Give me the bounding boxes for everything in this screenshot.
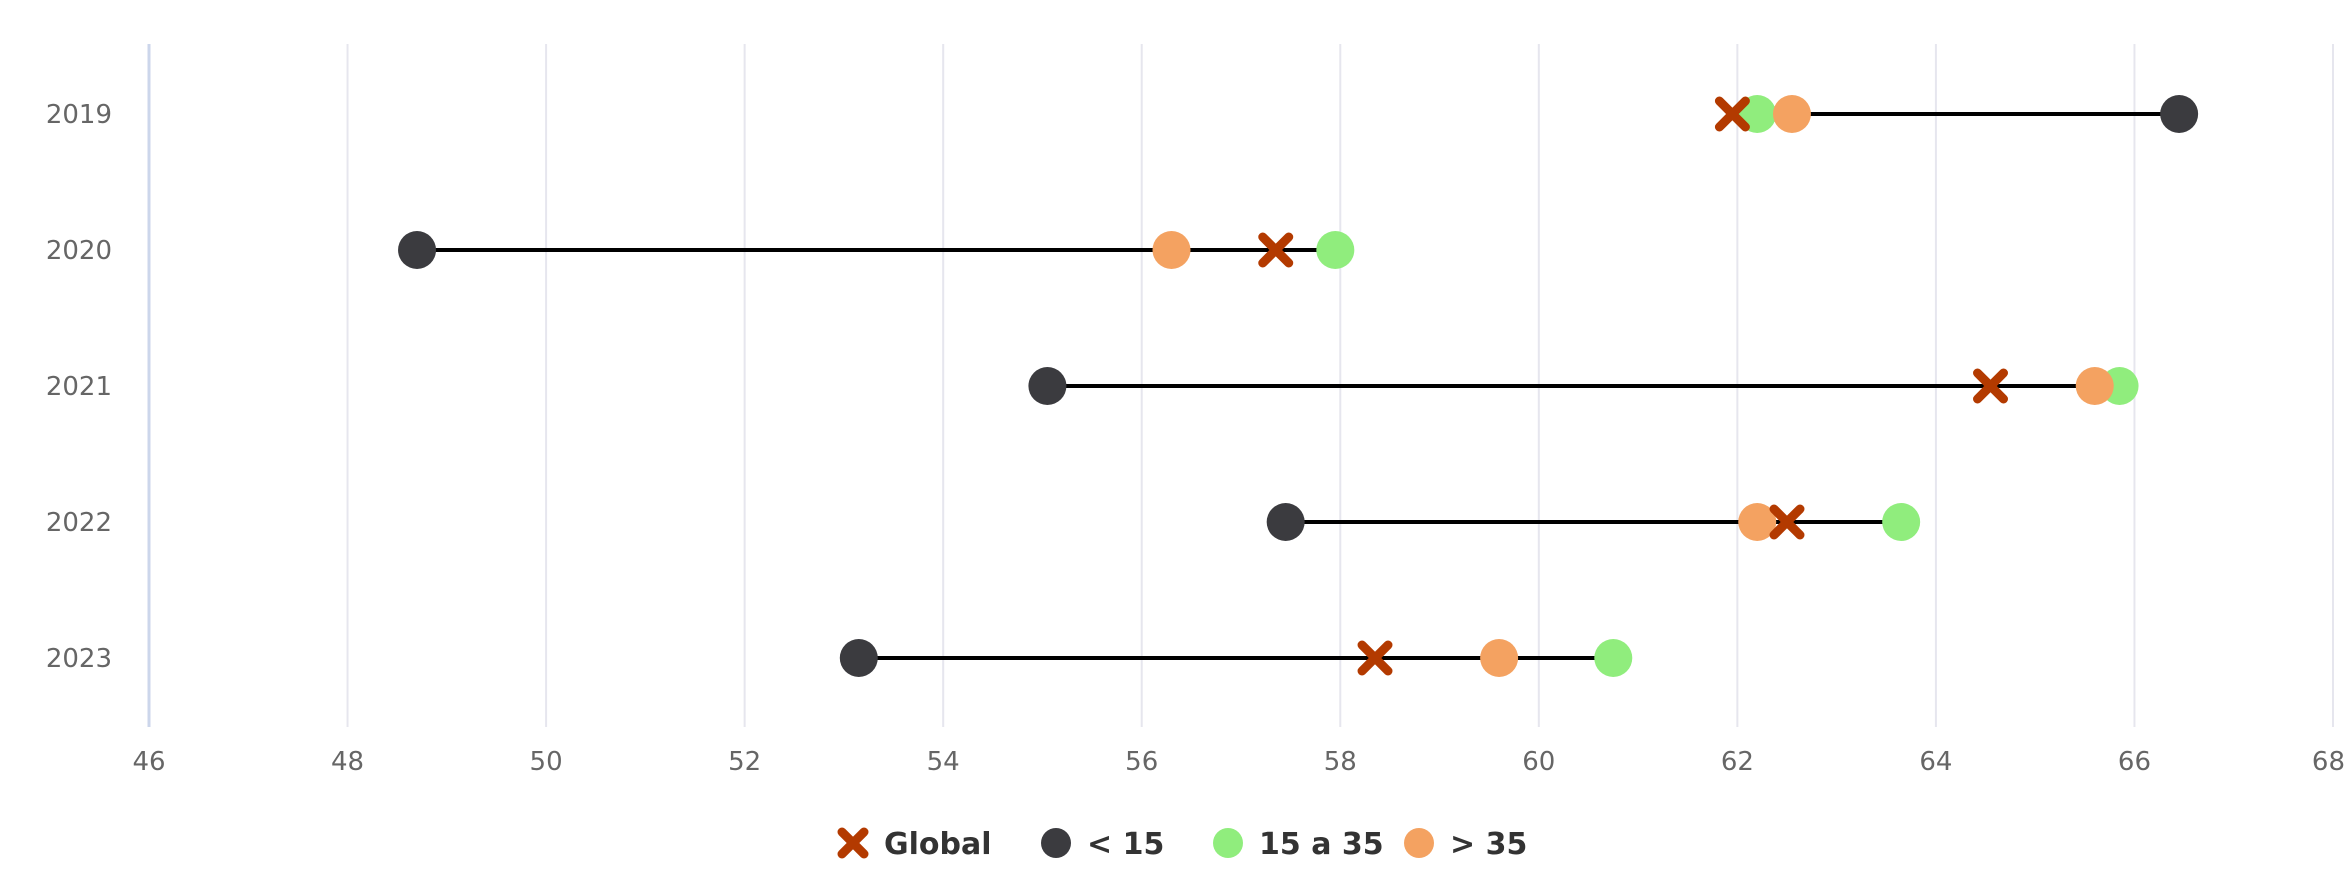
x-stroke	[1714, 96, 1750, 132]
x-stroke	[1973, 368, 2009, 404]
data-point	[1316, 231, 1355, 269]
x-tick-label: 54	[927, 747, 960, 777]
data-point-x	[1973, 368, 2009, 404]
legend-item: < 15	[1041, 827, 1164, 862]
data-point-x	[1258, 232, 1294, 268]
data-point	[1882, 503, 1921, 541]
x-axis-ticks: 46 48 50 52 54 56 58 60 62 64 66 68	[132, 747, 2345, 777]
legend-symbol	[1213, 828, 1243, 858]
legend-label: > 35	[1450, 827, 1527, 862]
y-category-label: 2023	[46, 644, 112, 674]
legend-symbol	[1404, 828, 1434, 858]
data-point	[1480, 639, 1519, 677]
y-category-label: 2020	[46, 236, 112, 266]
legend-symbol-x	[837, 827, 869, 859]
x-tick-label: 50	[530, 747, 563, 777]
data-point	[1266, 503, 1305, 541]
x-stroke	[1258, 232, 1294, 268]
data-point	[1028, 367, 1067, 405]
x-tick-label: 58	[1324, 747, 1357, 777]
x-stroke	[1769, 504, 1805, 540]
legend: Global < 15 15 a 35 > 35	[837, 827, 1527, 862]
data-point	[1738, 503, 1777, 541]
data-point-x	[1357, 640, 1393, 676]
data-markers	[398, 95, 2199, 677]
x-tick-label: 56	[1125, 747, 1158, 777]
legend-item: Global	[837, 827, 992, 862]
x-tick-label: 60	[1522, 747, 1555, 777]
y-category-label: 2022	[46, 508, 112, 538]
legend-label: < 15	[1087, 827, 1164, 862]
x-tick-label: 64	[1919, 747, 1952, 777]
y-category-label: 2019	[46, 100, 112, 130]
x-tick-label: 52	[728, 747, 761, 777]
legend-item: 15 a 35	[1213, 827, 1384, 862]
data-point	[2160, 95, 2199, 133]
data-point	[1152, 231, 1191, 269]
data-point-x	[1769, 504, 1805, 540]
x-tick-label: 46	[132, 747, 165, 777]
legend-label: 15 a 35	[1259, 827, 1384, 862]
x-tick-label: 62	[1721, 747, 1754, 777]
data-point	[1594, 639, 1633, 677]
x-stroke	[1357, 640, 1393, 676]
x-tick-label: 68	[2312, 747, 2345, 777]
data-point	[1772, 95, 1811, 133]
x-tick-label: 48	[331, 747, 364, 777]
y-axis-categories: 2019 2020 2021 2022 2023	[46, 100, 112, 674]
x-stroke	[837, 827, 869, 859]
x-tick-label: 66	[2118, 747, 2151, 777]
data-point	[839, 639, 878, 677]
legend-label: Global	[884, 827, 992, 862]
data-point-x	[1714, 96, 1750, 132]
data-point	[398, 231, 437, 269]
data-point	[2075, 367, 2114, 405]
legend-item: > 35	[1404, 827, 1527, 862]
legend-symbol	[1041, 828, 1071, 858]
connector-lines	[417, 112, 2180, 660]
y-category-label: 2021	[46, 372, 112, 402]
